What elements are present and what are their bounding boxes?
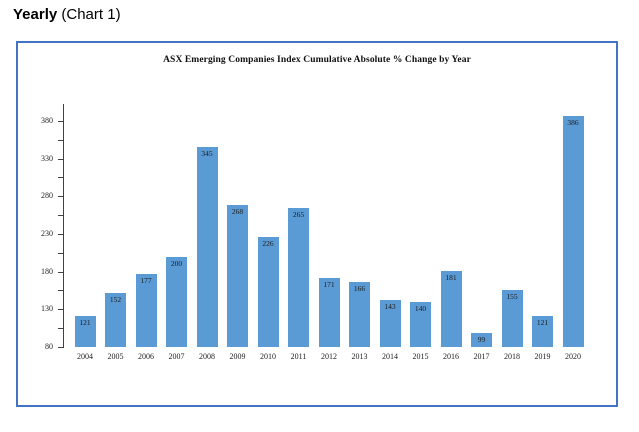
- y-tick-mark: [58, 309, 63, 311]
- bar-2012: 171: [318, 278, 340, 347]
- x-tick-label: 2013: [351, 352, 368, 361]
- x-tick-label: 2010: [260, 352, 276, 361]
- x-tick-label: 2012: [321, 352, 337, 361]
- y-tick-label: 280: [41, 191, 53, 201]
- bar-2016: 181: [440, 271, 462, 347]
- page-title-bold: Yearly: [13, 6, 58, 23]
- y-tick-mark: [58, 196, 63, 198]
- y-tick-label: 180: [41, 266, 53, 276]
- y-tick-mark: [58, 158, 63, 160]
- y-tick-label: 80: [45, 342, 53, 351]
- y-tick-mark: [58, 120, 63, 122]
- bar-value-label: 155: [506, 292, 518, 301]
- bar-2007: 200: [166, 257, 187, 347]
- y-tick-label: 330: [41, 153, 53, 163]
- bar-2014: 143: [379, 300, 401, 347]
- bar-2017: 99: [471, 333, 492, 347]
- bar-2020: 386: [562, 116, 584, 347]
- y-tick-label: 130: [41, 304, 53, 314]
- x-tick-label: 2020: [565, 352, 581, 361]
- bar-2008: 345: [196, 147, 218, 347]
- x-tick-label: 2008: [199, 352, 215, 361]
- bar-value-label: 181: [445, 273, 457, 282]
- y-axis-line: [63, 104, 64, 348]
- x-tick-label: 2015: [412, 352, 429, 361]
- page-title: Yearly (Chart 1): [13, 6, 121, 23]
- bar-value-label: 152: [109, 295, 122, 304]
- bar-2011: 265: [288, 208, 309, 347]
- y-tick-mark: [58, 177, 63, 179]
- bar-value-label: 121: [536, 318, 549, 327]
- chart-frame: ASX Emerging Companies Index Cumulative …: [16, 41, 618, 407]
- bar-2013: 166: [349, 282, 370, 347]
- bar-value-label: 200: [170, 259, 183, 268]
- y-tick-label: 380: [41, 115, 53, 125]
- y-tick-mark: [58, 215, 63, 217]
- y-tick-label: 230: [41, 228, 53, 238]
- bar-2010: 226: [257, 237, 279, 347]
- bar-value-label: 121: [79, 318, 91, 327]
- bar-value-label: 177: [140, 276, 152, 285]
- chart-title: ASX Emerging Companies Index Cumulative …: [163, 55, 471, 65]
- y-tick-mark: [58, 290, 63, 292]
- page-title-suffix: (Chart 1): [57, 6, 121, 23]
- y-tick-mark: [58, 328, 63, 330]
- x-tick-label: 2018: [504, 352, 520, 361]
- y-tick-mark: [58, 252, 63, 254]
- x-tick-label: 2016: [443, 352, 459, 361]
- bar-value-label: 99: [477, 335, 486, 344]
- bar-value-label: 345: [201, 149, 213, 158]
- x-tick-label: 2009: [229, 352, 246, 361]
- y-tick-mark: [58, 139, 63, 141]
- x-tick-label: 2011: [290, 352, 307, 361]
- x-tick-label: 2014: [382, 352, 398, 361]
- x-tick-label: 2017: [473, 352, 490, 361]
- bar-value-label: 166: [353, 284, 366, 293]
- y-tick-mark: [58, 347, 63, 348]
- bar-value-label: 143: [384, 302, 396, 311]
- x-tick-label: 2007: [168, 352, 185, 361]
- bar-2019: 121: [532, 316, 553, 347]
- bar-value-label: 171: [323, 280, 335, 289]
- bar-2018: 155: [501, 290, 523, 347]
- bar-2009: 268: [227, 205, 248, 347]
- bar-value-label: 140: [414, 304, 427, 313]
- plot-area: 80 130 180 230 280 330 380 121 2004 152 2005 177 200…: [41, 104, 595, 361]
- bar-2015: 140: [410, 302, 431, 347]
- bar-2004: 121: [74, 316, 96, 347]
- x-tick-label: 2004: [77, 352, 93, 361]
- x-tick-label: 2006: [138, 352, 154, 361]
- y-tick-mark: [58, 233, 63, 235]
- y-tick-mark: [58, 271, 63, 273]
- bar-value-label: 265: [292, 210, 305, 219]
- bar-2005: 152: [105, 293, 126, 347]
- x-tick-label: 2005: [107, 352, 124, 361]
- bar-value-label: 386: [567, 118, 579, 127]
- bar-2006: 177: [135, 274, 157, 347]
- bar-value-label: 268: [231, 207, 244, 216]
- bar-value-label: 226: [262, 239, 274, 248]
- x-tick-label: 2019: [534, 352, 551, 361]
